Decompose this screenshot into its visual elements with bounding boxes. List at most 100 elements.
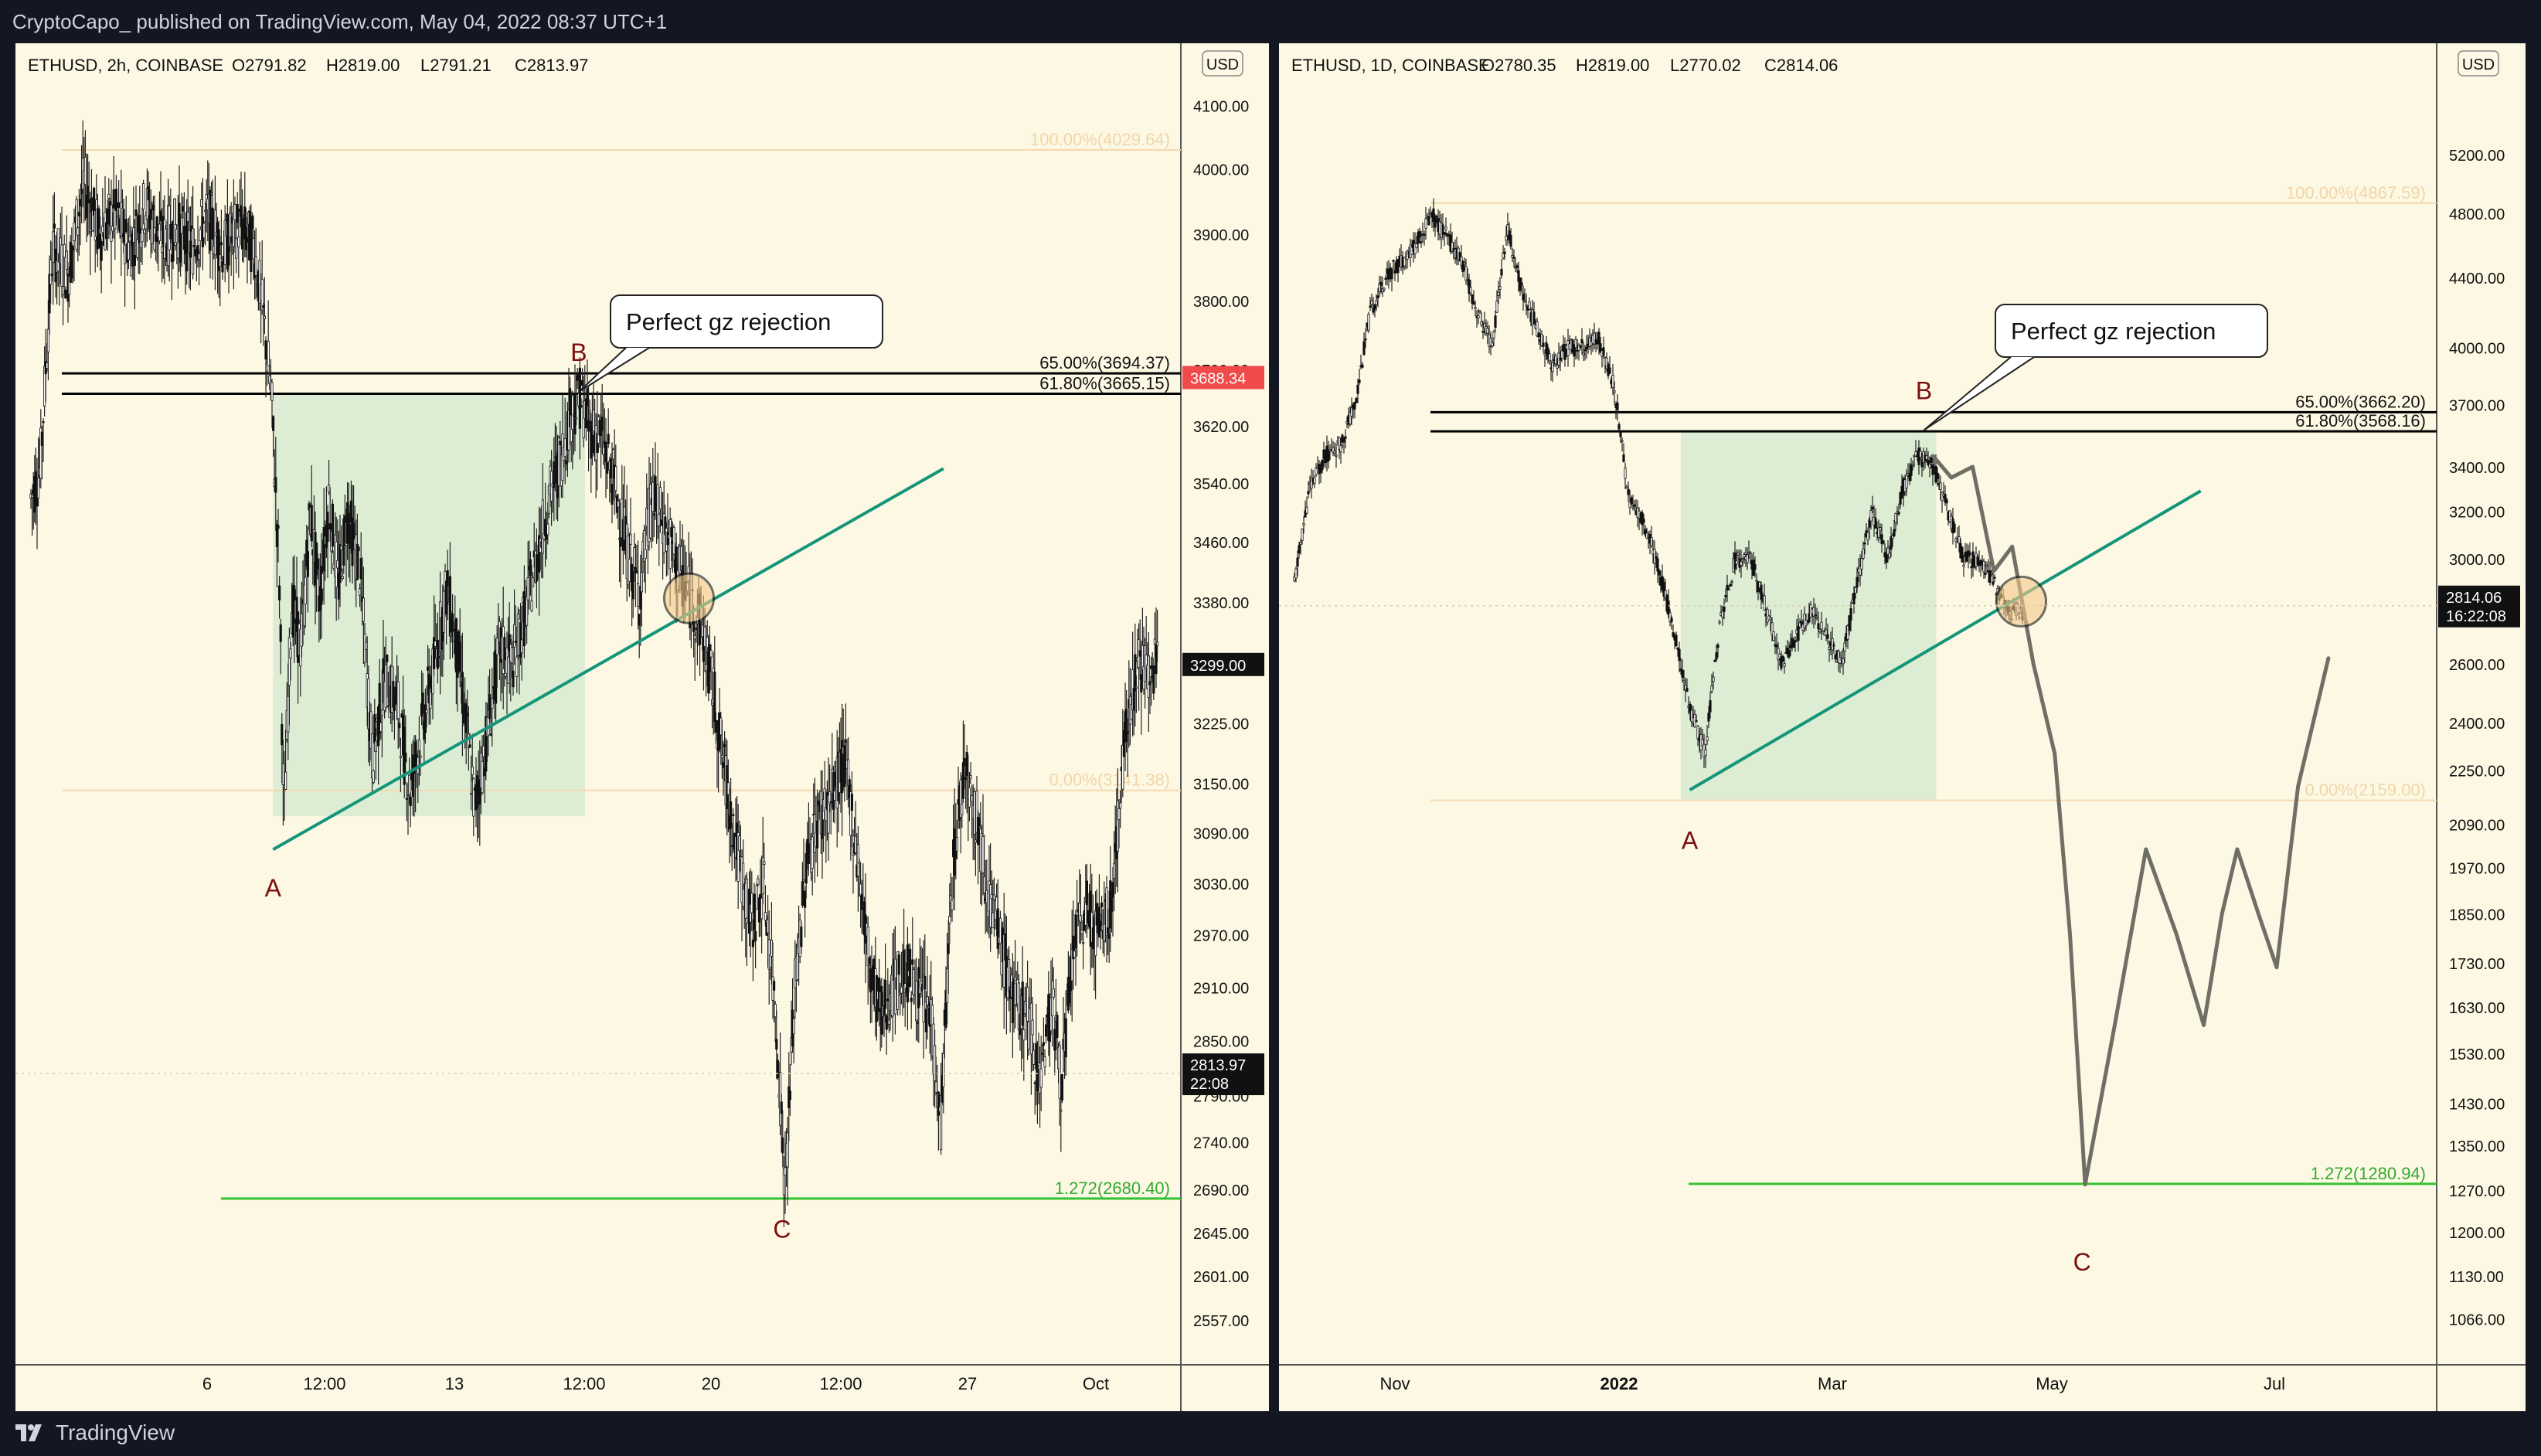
price-tag-red-label: 3688.34 <box>1190 371 1246 388</box>
candle-body <box>559 441 562 446</box>
candle-body <box>1035 1043 1038 1070</box>
candle-body <box>512 670 515 688</box>
y-tick-label: 2601.00 <box>1193 1269 1249 1286</box>
candle-body <box>1293 576 1296 582</box>
candle-body <box>1797 626 1800 641</box>
countdown: 16:22:08 <box>2446 608 2506 625</box>
candle-body <box>1559 357 1562 361</box>
callout-text: Perfect gz rejection <box>2011 318 2216 345</box>
candle-body <box>946 968 949 1004</box>
candle-body <box>1737 553 1740 556</box>
callout-box <box>1995 304 2268 358</box>
y-tick-label: 1850.00 <box>2449 907 2505 924</box>
chart-left-svg[interactable]: 100.00%(4029.64) 65.00%(3694.37)61.80%(36… <box>15 43 1269 1411</box>
wave-label: B <box>1916 377 1932 405</box>
candle-body <box>1825 629 1828 636</box>
last-price-tag <box>1182 1053 1264 1096</box>
fib-label: 100.00%(4867.59) <box>2286 183 2426 202</box>
candle-body <box>1381 288 1384 293</box>
fib-label: 61.80%(3568.16) <box>2295 411 2426 430</box>
symbol-title: ETHUSD, 2h, COINBASE <box>28 56 223 75</box>
candle-body <box>1879 527 1882 531</box>
chart-right-svg[interactable]: 100.00%(4867.59) 65.00%(3662.20)61.80%(35… <box>1279 43 2526 1411</box>
y-tick-label: 1130.00 <box>2449 1269 2504 1286</box>
candle-body <box>260 278 264 311</box>
candle-body <box>236 204 239 223</box>
candle-body <box>287 637 291 686</box>
range-zone <box>273 393 585 817</box>
candle-body <box>454 618 458 673</box>
candle-body <box>974 839 977 843</box>
y-tick-label: 4800.00 <box>2449 206 2505 223</box>
fib-label: 65.00%(3662.20) <box>2295 392 2426 411</box>
candle-body <box>1874 518 1877 529</box>
candle-body <box>1304 510 1307 518</box>
candle-body <box>998 917 1002 945</box>
wave-label: C <box>2073 1248 2091 1276</box>
tradingview-logo[interactable]: TradingView <box>14 1420 175 1445</box>
candle-body <box>1633 504 1636 507</box>
candle-body <box>1831 638 1834 651</box>
price-tag-black-label: 3299.00 <box>1190 658 1246 675</box>
currency-badge[interactable] <box>1202 50 1243 77</box>
candle-body <box>1662 581 1665 597</box>
candle-body <box>553 461 556 488</box>
candle-body <box>1617 424 1621 430</box>
candle-body <box>1156 641 1159 646</box>
candle-body <box>1369 305 1372 308</box>
candle-body <box>143 229 146 234</box>
candle-body <box>1716 645 1720 648</box>
candle-body <box>563 437 566 458</box>
chart-panel-left[interactable]: 100.00%(4029.64) 65.00%(3694.37) 61.80%(36… <box>15 43 1269 1411</box>
candle-body <box>1704 749 1707 757</box>
candle-body <box>1772 631 1775 641</box>
currency-badge[interactable] <box>2458 50 2499 77</box>
candle-body <box>937 1091 940 1116</box>
candle-body <box>557 437 560 486</box>
candle-body <box>850 793 853 811</box>
candle-body <box>265 362 269 372</box>
candle-body <box>755 885 758 910</box>
candle-body <box>396 681 400 719</box>
candle-body <box>1444 226 1447 230</box>
candle-body <box>398 723 401 729</box>
candle-body <box>471 766 474 775</box>
candle-body <box>900 986 903 994</box>
candle-body <box>315 543 318 576</box>
candle-body <box>1494 315 1497 328</box>
candle-body <box>1497 291 1500 296</box>
candle-body <box>481 760 484 794</box>
candle-body <box>1990 573 1993 575</box>
candle-body <box>1948 510 1951 522</box>
candle-body <box>1846 625 1849 640</box>
candle-body <box>1573 344 1576 357</box>
candle-body <box>1849 608 1852 621</box>
fib-label: 1.272(1280.94) <box>2311 1164 2426 1183</box>
candle-body <box>607 434 610 444</box>
candle-body <box>124 219 128 232</box>
candle-body <box>358 588 362 596</box>
candle-body <box>1984 573 1987 575</box>
candle-body <box>466 713 469 716</box>
candle-body <box>1862 548 1865 559</box>
candle-body <box>520 639 523 654</box>
candle-body <box>52 231 55 263</box>
candle-body <box>1760 584 1763 600</box>
brand-name: TradingView <box>56 1420 175 1444</box>
candle-body <box>46 362 49 369</box>
candle-body <box>764 912 767 921</box>
candle-body <box>860 893 863 910</box>
candle-body <box>786 1132 789 1168</box>
candle-body <box>341 576 344 579</box>
candle-body <box>1155 643 1158 675</box>
candle-body <box>1713 659 1716 662</box>
candle-body <box>1026 987 1029 1022</box>
candle-body <box>1420 241 1423 243</box>
candle-body <box>105 222 108 240</box>
candle-body <box>775 1039 778 1050</box>
candle-body <box>776 1060 780 1078</box>
trendline <box>1689 489 2202 791</box>
chart-panel-right[interactable]: 100.00%(4867.59) 65.00%(3662.20) 61.80%(35… <box>1279 43 2526 1411</box>
candle-body <box>65 250 68 270</box>
candle-body <box>141 183 145 209</box>
